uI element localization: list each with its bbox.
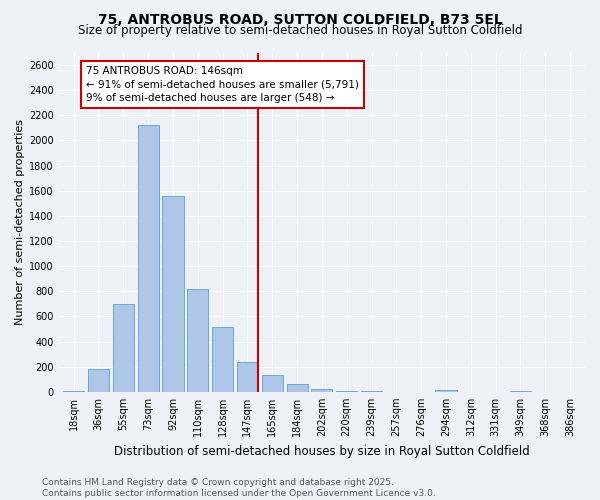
Bar bbox=[311, 388, 332, 392]
Bar bbox=[212, 327, 233, 392]
Bar bbox=[336, 390, 357, 392]
Bar bbox=[113, 304, 134, 392]
Text: Contains HM Land Registry data © Crown copyright and database right 2025.
Contai: Contains HM Land Registry data © Crown c… bbox=[42, 478, 436, 498]
Bar bbox=[237, 362, 258, 392]
Y-axis label: Number of semi-detached properties: Number of semi-detached properties bbox=[15, 119, 25, 325]
Bar bbox=[361, 391, 382, 392]
Bar bbox=[137, 126, 158, 392]
Bar bbox=[88, 368, 109, 392]
Bar bbox=[187, 289, 208, 392]
Text: Size of property relative to semi-detached houses in Royal Sutton Coldfield: Size of property relative to semi-detach… bbox=[78, 24, 522, 37]
Text: 75 ANTROBUS ROAD: 146sqm
← 91% of semi-detached houses are smaller (5,791)
9% of: 75 ANTROBUS ROAD: 146sqm ← 91% of semi-d… bbox=[86, 66, 359, 102]
Bar bbox=[63, 390, 84, 392]
X-axis label: Distribution of semi-detached houses by size in Royal Sutton Coldfield: Distribution of semi-detached houses by … bbox=[114, 444, 530, 458]
Bar bbox=[436, 390, 457, 392]
Text: 75, ANTROBUS ROAD, SUTTON COLDFIELD, B73 5EL: 75, ANTROBUS ROAD, SUTTON COLDFIELD, B73… bbox=[98, 12, 502, 26]
Bar bbox=[510, 391, 531, 392]
Bar bbox=[262, 376, 283, 392]
Bar bbox=[287, 384, 308, 392]
Bar bbox=[163, 196, 184, 392]
